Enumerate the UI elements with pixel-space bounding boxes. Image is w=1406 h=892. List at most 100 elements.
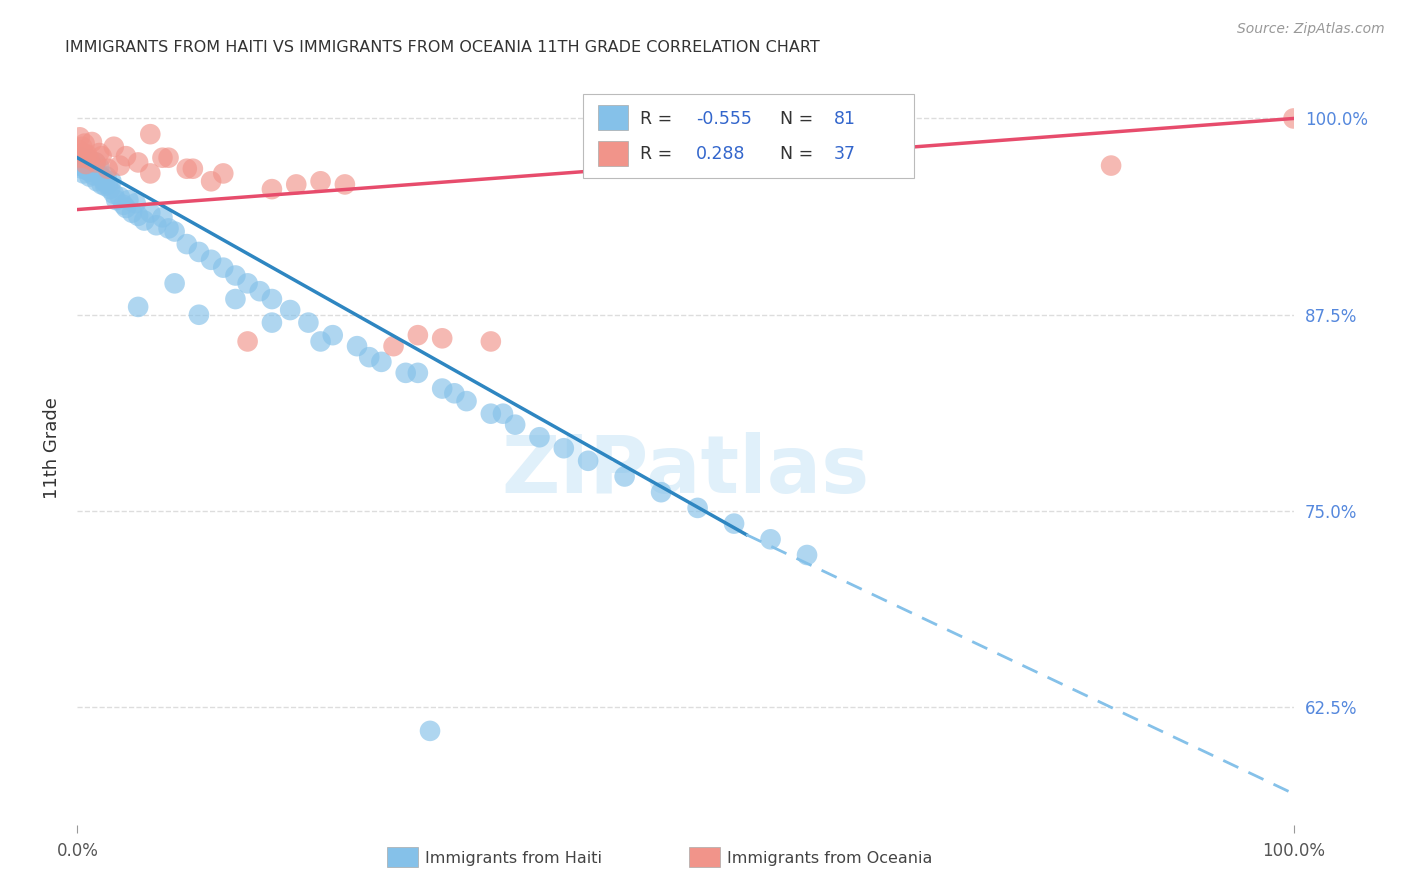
Point xyxy=(72,146,94,161)
Text: N =: N = xyxy=(780,145,820,163)
Point xyxy=(650,485,672,500)
Point xyxy=(212,166,235,180)
Point xyxy=(127,209,149,223)
Point xyxy=(139,166,162,180)
Point xyxy=(163,277,186,291)
Point xyxy=(322,328,344,343)
Point xyxy=(157,151,180,165)
Point xyxy=(236,334,259,349)
Point xyxy=(117,193,139,207)
Point xyxy=(76,163,98,178)
Text: -0.555: -0.555 xyxy=(696,110,752,128)
Point xyxy=(479,334,502,349)
Point xyxy=(188,244,211,259)
Point xyxy=(553,442,575,456)
Point xyxy=(98,182,121,196)
Point xyxy=(127,155,149,169)
Text: Immigrants from Haiti: Immigrants from Haiti xyxy=(425,851,602,865)
Point xyxy=(430,331,453,345)
Point xyxy=(100,174,122,188)
Point xyxy=(97,178,120,192)
Point xyxy=(333,178,356,192)
Point xyxy=(125,196,148,211)
Point xyxy=(200,252,222,267)
Point xyxy=(80,165,103,179)
Text: Immigrants from Oceania: Immigrants from Oceania xyxy=(727,851,932,865)
Point xyxy=(309,174,332,188)
Point xyxy=(492,407,515,421)
Point xyxy=(260,292,283,306)
Point xyxy=(430,382,453,396)
Point xyxy=(70,161,93,176)
Point xyxy=(91,171,114,186)
Point xyxy=(115,201,138,215)
Point xyxy=(103,186,125,201)
Point xyxy=(152,151,174,165)
Point xyxy=(152,211,174,225)
Point xyxy=(613,469,636,483)
Point xyxy=(72,157,94,171)
Point xyxy=(108,190,131,204)
Point xyxy=(80,159,103,173)
Text: 37: 37 xyxy=(834,145,856,163)
Point xyxy=(69,130,91,145)
Point xyxy=(79,153,101,167)
Point xyxy=(260,316,283,330)
Point xyxy=(67,143,90,157)
Point xyxy=(188,308,211,322)
Point xyxy=(89,169,111,184)
Point xyxy=(93,174,115,188)
Point xyxy=(77,153,100,167)
Point xyxy=(121,205,143,219)
Point xyxy=(108,159,131,173)
Point xyxy=(382,339,405,353)
Point xyxy=(79,169,101,184)
Point xyxy=(224,268,246,283)
Point xyxy=(406,366,429,380)
Point xyxy=(443,386,465,401)
Point xyxy=(72,166,94,180)
Point xyxy=(236,277,259,291)
Point xyxy=(112,198,135,212)
Text: Source: ZipAtlas.com: Source: ZipAtlas.com xyxy=(1237,22,1385,37)
Point xyxy=(1282,112,1305,126)
Point xyxy=(86,174,108,188)
Point xyxy=(297,316,319,330)
Text: 81: 81 xyxy=(834,110,856,128)
Point xyxy=(419,723,441,738)
Point xyxy=(84,155,107,169)
Point xyxy=(212,260,235,275)
Point xyxy=(723,516,745,531)
Point xyxy=(97,161,120,176)
Point xyxy=(105,193,128,207)
Point xyxy=(796,548,818,562)
Point xyxy=(406,328,429,343)
Point xyxy=(70,151,93,165)
Point xyxy=(157,221,180,235)
Point xyxy=(115,149,138,163)
Point xyxy=(70,140,93,154)
Point xyxy=(84,155,107,169)
Point xyxy=(503,417,526,432)
Point xyxy=(370,355,392,369)
Point xyxy=(103,140,125,154)
Text: N =: N = xyxy=(780,110,820,128)
Point xyxy=(359,350,381,364)
Point xyxy=(278,303,301,318)
Point xyxy=(759,533,782,547)
Point xyxy=(139,205,162,219)
Text: 0.288: 0.288 xyxy=(696,145,745,163)
Point xyxy=(134,213,156,227)
Point xyxy=(1099,159,1122,173)
Point xyxy=(73,136,96,151)
Point xyxy=(456,394,478,409)
Point xyxy=(176,237,198,252)
Point xyxy=(94,179,117,194)
Text: R =: R = xyxy=(640,110,678,128)
Text: ZIPatlas: ZIPatlas xyxy=(502,432,869,510)
Point xyxy=(686,500,709,515)
Point xyxy=(76,147,98,161)
Point xyxy=(67,159,90,173)
Point xyxy=(127,300,149,314)
Text: IMMIGRANTS FROM HAITI VS IMMIGRANTS FROM OCEANIA 11TH GRADE CORRELATION CHART: IMMIGRANTS FROM HAITI VS IMMIGRANTS FROM… xyxy=(65,40,820,55)
